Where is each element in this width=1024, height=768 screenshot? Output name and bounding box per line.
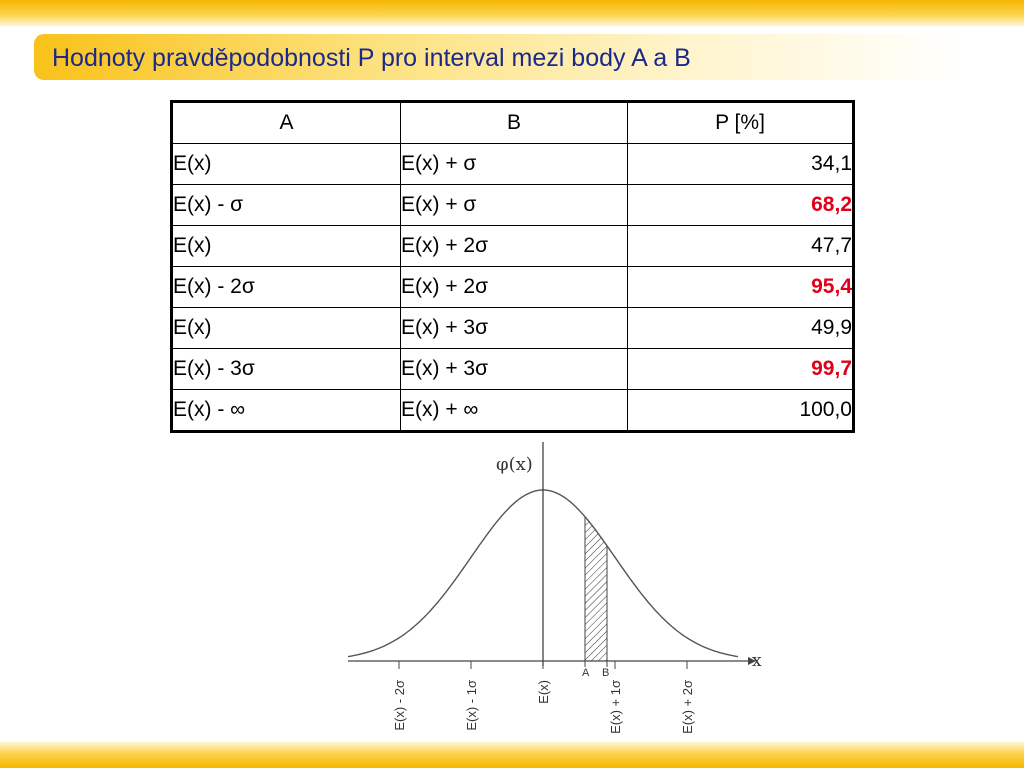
point-a-label: A bbox=[582, 667, 590, 679]
x-axis-label: x bbox=[752, 651, 762, 671]
tick-label: E(x) bbox=[536, 680, 551, 704]
normal-distribution-graph: φ(x) x A B E(x) - 2σ E(x) - 1σ E(x) E(x)… bbox=[338, 440, 766, 740]
cell-a: E(x) - ∞ bbox=[171, 389, 401, 432]
cell-p: 99,7 bbox=[627, 348, 854, 390]
top-decor-band bbox=[0, 0, 1024, 26]
header-b: B bbox=[400, 101, 628, 144]
probability-table: A B P [%] E(x) E(x) + σ 34,1 E(x) - σ E(… bbox=[170, 100, 855, 433]
table-row: E(x) - ∞ E(x) + ∞ 100,0 bbox=[171, 389, 854, 432]
tick-label: E(x) - 1σ bbox=[464, 680, 479, 731]
cell-a: E(x) bbox=[171, 307, 401, 349]
title-bar bbox=[34, 34, 964, 80]
cell-p: 34,1 bbox=[627, 143, 854, 185]
cell-b: E(x) + σ bbox=[400, 143, 628, 185]
cell-p: 49,9 bbox=[627, 307, 854, 349]
tick-label: E(x) - 2σ bbox=[392, 680, 407, 731]
table-header-row: A B P [%] bbox=[171, 101, 854, 144]
table-row: E(x) E(x) + σ 34,1 bbox=[171, 143, 854, 185]
cell-b: E(x) + 2σ bbox=[400, 225, 628, 267]
tick-label: E(x) + 1σ bbox=[608, 680, 623, 734]
header-a: A bbox=[171, 101, 401, 144]
point-b-label: B bbox=[602, 667, 609, 679]
cell-b: E(x) + 3σ bbox=[400, 348, 628, 390]
cell-a: E(x) - 2σ bbox=[171, 266, 401, 308]
cell-b: E(x) + σ bbox=[400, 184, 628, 226]
x-axis-arrow bbox=[748, 657, 756, 665]
table-row: E(x) - 3σ E(x) + 3σ 99,7 bbox=[171, 348, 854, 390]
tick-label: E(x) + 2σ bbox=[680, 680, 695, 734]
cell-p: 68,2 bbox=[627, 184, 854, 226]
table-row: E(x) - 2σ E(x) + 2σ 95,4 bbox=[171, 266, 854, 308]
table-row: E(x) - σ E(x) + σ 68,2 bbox=[171, 184, 854, 226]
header-p: P [%] bbox=[627, 101, 854, 144]
cell-a: E(x) bbox=[171, 143, 401, 185]
cell-p: 95,4 bbox=[627, 266, 854, 308]
table-row: E(x) E(x) + 2σ 47,7 bbox=[171, 225, 854, 267]
cell-a: E(x) - 3σ bbox=[171, 348, 401, 390]
y-axis-label: φ(x) bbox=[496, 454, 533, 475]
cell-a: E(x) bbox=[171, 225, 401, 267]
cell-p: 47,7 bbox=[627, 225, 854, 267]
cell-b: E(x) + ∞ bbox=[400, 389, 628, 432]
hatched-area bbox=[584, 515, 608, 662]
cell-p: 100,0 bbox=[627, 389, 854, 432]
slide-title: Hodnoty pravděpodobnosti P pro interval … bbox=[52, 44, 691, 72]
bottom-decor-band bbox=[0, 742, 1024, 768]
cell-b: E(x) + 3σ bbox=[400, 307, 628, 349]
cell-a: E(x) - σ bbox=[171, 184, 401, 226]
table-row: E(x) E(x) + 3σ 49,9 bbox=[171, 307, 854, 349]
cell-b: E(x) + 2σ bbox=[400, 266, 628, 308]
normal-curve-svg: φ(x) x A B E(x) - 2σ E(x) - 1σ E(x) E(x)… bbox=[347, 442, 762, 734]
